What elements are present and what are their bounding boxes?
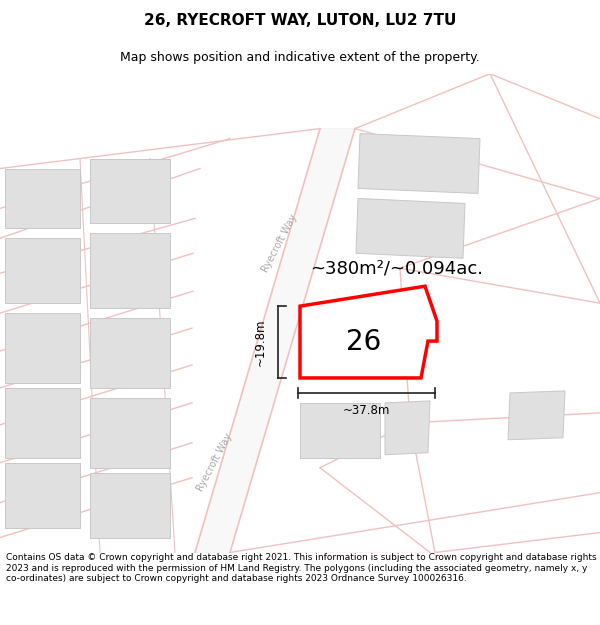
Polygon shape	[5, 313, 80, 383]
Text: Map shows position and indicative extent of the property.: Map shows position and indicative extent…	[120, 51, 480, 64]
Polygon shape	[356, 198, 465, 258]
Text: 26, RYECROFT WAY, LUTON, LU2 7TU: 26, RYECROFT WAY, LUTON, LU2 7TU	[144, 13, 456, 28]
Text: 26: 26	[346, 328, 382, 356]
Polygon shape	[385, 401, 430, 455]
Polygon shape	[300, 403, 380, 458]
Text: ~37.8m: ~37.8m	[343, 404, 390, 418]
Polygon shape	[300, 286, 437, 378]
Polygon shape	[5, 169, 80, 228]
Polygon shape	[195, 129, 355, 552]
Text: Ryecroft Way: Ryecroft Way	[196, 432, 235, 493]
Polygon shape	[90, 318, 170, 388]
Polygon shape	[358, 134, 480, 194]
Polygon shape	[508, 391, 565, 440]
Polygon shape	[90, 398, 170, 468]
Polygon shape	[5, 238, 80, 303]
Text: Contains OS data © Crown copyright and database right 2021. This information is : Contains OS data © Crown copyright and d…	[6, 553, 596, 583]
Text: ~380m²/~0.094ac.: ~380m²/~0.094ac.	[310, 259, 483, 278]
Text: ~19.8m: ~19.8m	[254, 318, 266, 366]
Polygon shape	[90, 472, 170, 538]
Polygon shape	[90, 159, 170, 223]
Polygon shape	[5, 388, 80, 458]
Polygon shape	[90, 233, 170, 308]
Polygon shape	[5, 462, 80, 528]
Text: Ryecroft Way: Ryecroft Way	[260, 213, 299, 274]
